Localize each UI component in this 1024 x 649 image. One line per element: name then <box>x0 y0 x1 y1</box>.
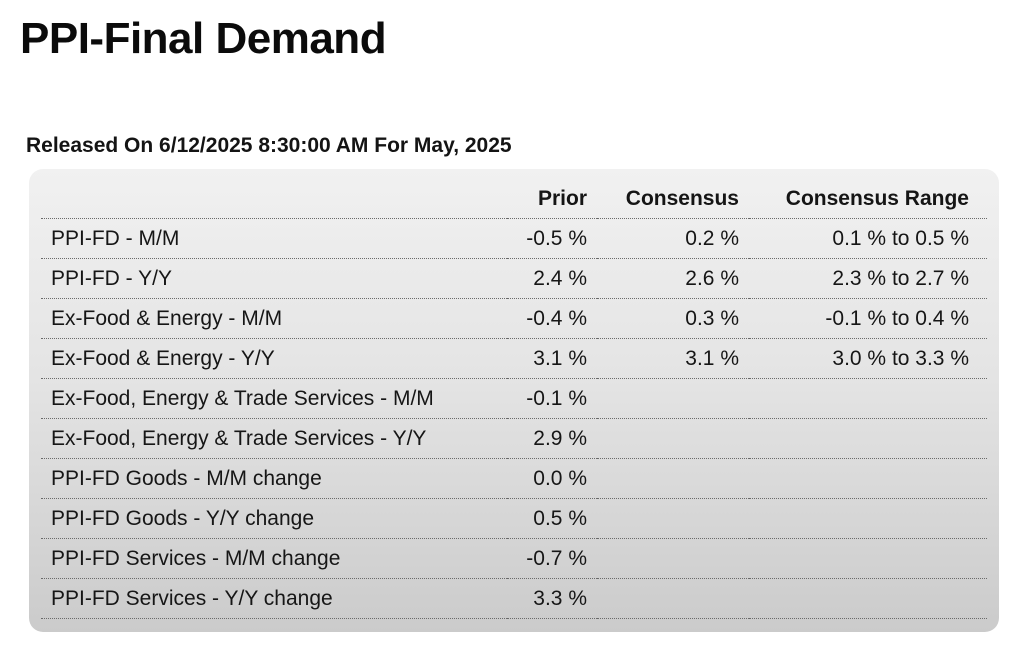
table-header-row: Prior Consensus Consensus Range <box>41 179 987 219</box>
row-prior: 0.0 % <box>507 458 597 499</box>
row-label: PPI-FD Services - Y/Y change <box>41 578 507 619</box>
table-row: PPI-FD Goods - Y/Y change 0.5 % <box>41 498 987 539</box>
row-consensus: 0.2 % <box>597 218 749 259</box>
table-row: Ex-Food & Energy - M/M -0.4 % 0.3 % -0.1… <box>41 298 987 339</box>
row-consensus <box>597 578 749 619</box>
row-consensus-range: 3.0 % to 3.3 % <box>749 338 987 379</box>
row-consensus-range <box>749 418 987 459</box>
row-prior: -0.7 % <box>507 538 597 579</box>
header-label <box>41 179 507 219</box>
row-label: PPI-FD Goods - Y/Y change <box>41 498 507 539</box>
row-label: PPI-FD Goods - M/M change <box>41 458 507 499</box>
row-consensus-range <box>749 578 987 619</box>
header-consensus-range: Consensus Range <box>749 179 987 219</box>
consensus-table-panel: Prior Consensus Consensus Range PPI-FD -… <box>29 169 999 632</box>
release-info: Released On 6/12/2025 8:30:00 AM For May… <box>26 134 512 157</box>
row-consensus-range <box>749 458 987 499</box>
row-prior: 3.1 % <box>507 338 597 379</box>
table-row: Ex-Food & Energy - Y/Y 3.1 % 3.1 % 3.0 %… <box>41 338 987 379</box>
table-row: PPI-FD - Y/Y 2.4 % 2.6 % 2.3 % to 2.7 % <box>41 258 987 299</box>
row-consensus: 0.3 % <box>597 298 749 339</box>
row-consensus <box>597 498 749 539</box>
row-consensus <box>597 538 749 579</box>
table-row: PPI-FD Goods - M/M change 0.0 % <box>41 458 987 499</box>
row-prior: 2.9 % <box>507 418 597 459</box>
row-prior: -0.1 % <box>507 378 597 419</box>
row-prior: 2.4 % <box>507 258 597 299</box>
page-title: PPI-Final Demand <box>20 14 387 63</box>
row-prior: 3.3 % <box>507 578 597 619</box>
header-prior: Prior <box>507 179 597 219</box>
table-row: PPI-FD Services - M/M change -0.7 % <box>41 538 987 579</box>
row-label: Ex-Food, Energy & Trade Services - Y/Y <box>41 418 507 459</box>
row-label: PPI-FD Services - M/M change <box>41 538 507 579</box>
row-consensus: 2.6 % <box>597 258 749 299</box>
row-consensus-range <box>749 378 987 419</box>
table-row: PPI-FD - M/M -0.5 % 0.2 % 0.1 % to 0.5 % <box>41 218 987 259</box>
row-consensus-range: 0.1 % to 0.5 % <box>749 218 987 259</box>
row-consensus <box>597 378 749 419</box>
table-row: Ex-Food, Energy & Trade Services - Y/Y 2… <box>41 418 987 459</box>
row-label: Ex-Food & Energy - Y/Y <box>41 338 507 379</box>
row-consensus-range <box>749 538 987 579</box>
row-consensus <box>597 458 749 499</box>
table-row: PPI-FD Services - Y/Y change 3.3 % <box>41 578 987 619</box>
header-consensus: Consensus <box>597 179 749 219</box>
row-label: PPI-FD - Y/Y <box>41 258 507 299</box>
row-consensus: 3.1 % <box>597 338 749 379</box>
row-prior: -0.4 % <box>507 298 597 339</box>
table-row: Ex-Food, Energy & Trade Services - M/M -… <box>41 378 987 419</box>
row-prior: -0.5 % <box>507 218 597 259</box>
row-label: Ex-Food, Energy & Trade Services - M/M <box>41 378 507 419</box>
row-consensus-range <box>749 498 987 539</box>
row-label: PPI-FD - M/M <box>41 218 507 259</box>
row-label: Ex-Food & Energy - M/M <box>41 298 507 339</box>
row-consensus <box>597 418 749 459</box>
consensus-table: Prior Consensus Consensus Range PPI-FD -… <box>41 179 987 619</box>
row-prior: 0.5 % <box>507 498 597 539</box>
row-consensus-range: -0.1 % to 0.4 % <box>749 298 987 339</box>
row-consensus-range: 2.3 % to 2.7 % <box>749 258 987 299</box>
